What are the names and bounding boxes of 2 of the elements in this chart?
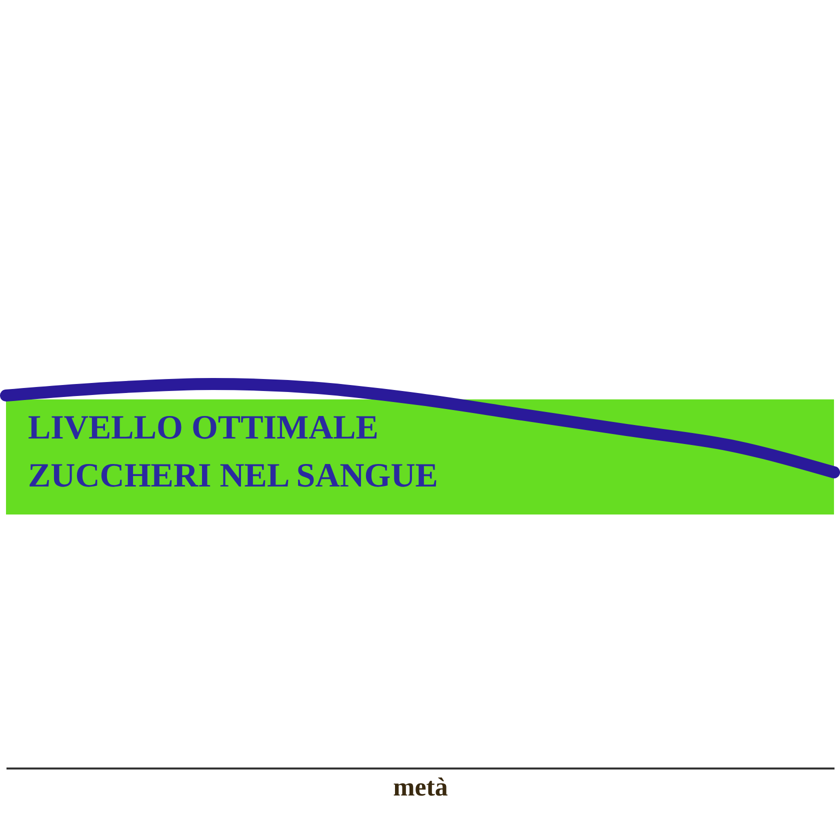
x-axis-title: metà bbox=[393, 772, 448, 802]
band-label: LIVELLO OTTIMALE ZUCCHERI NEL SANGUE bbox=[28, 409, 438, 494]
